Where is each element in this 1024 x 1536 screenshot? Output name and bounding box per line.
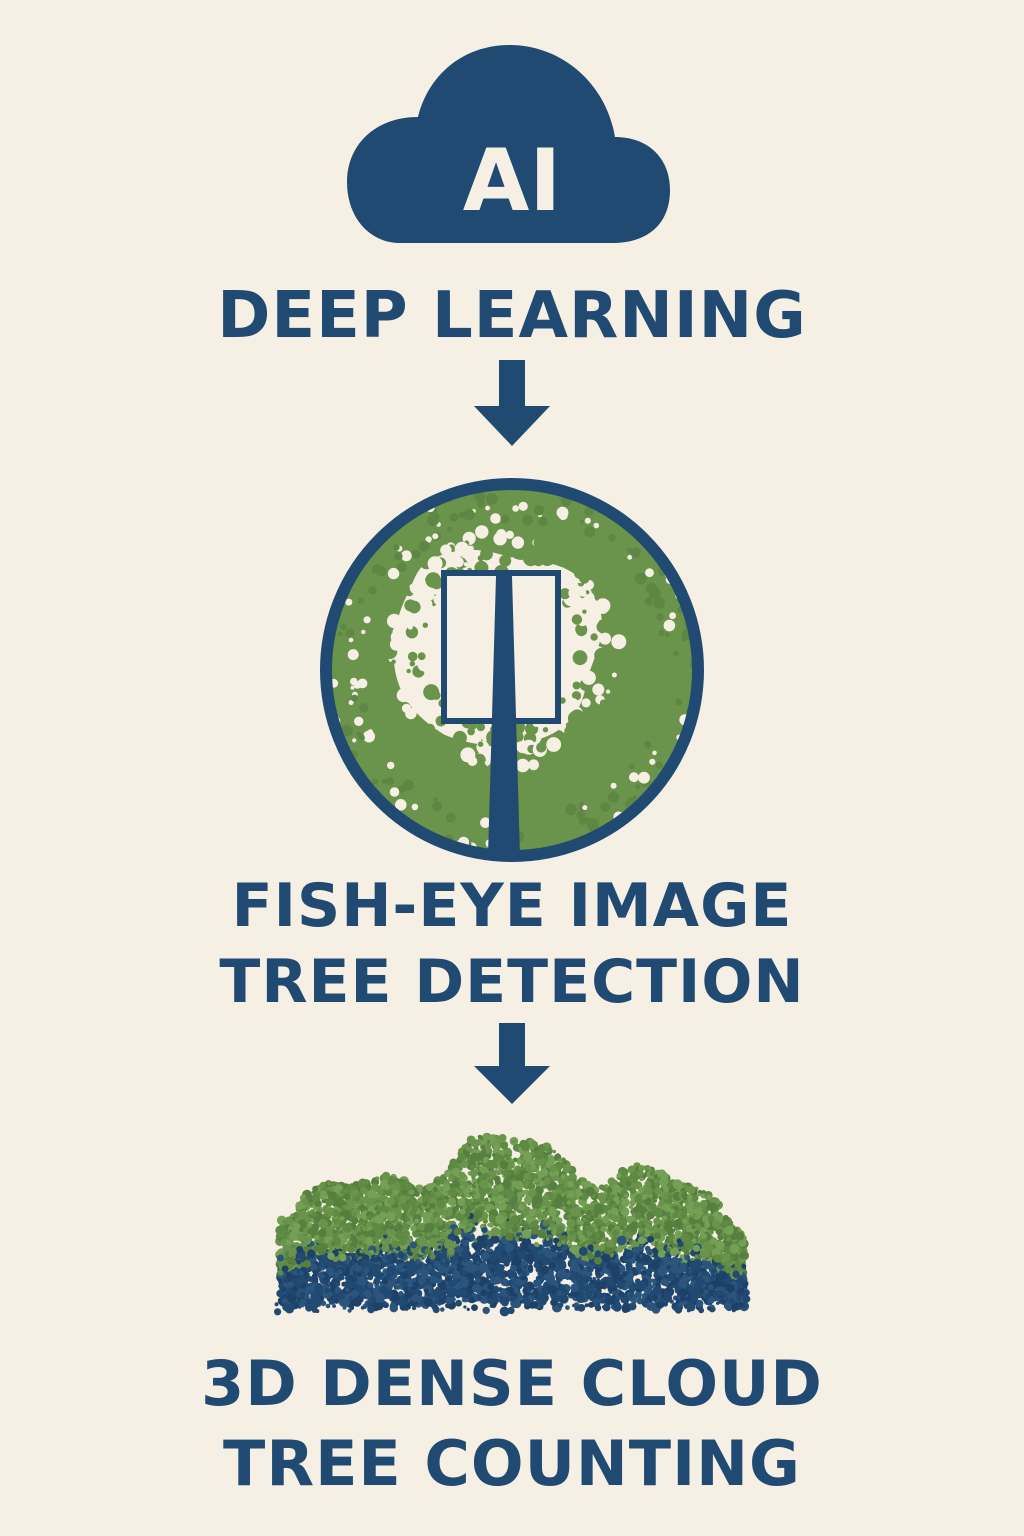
step-deep-learning-label: DEEP LEARNING: [0, 284, 1024, 348]
step-fisheye-detection-label: FISH-EYE IMAGE TREE DETECTION: [0, 876, 1024, 1028]
ai-badge-text: AI: [463, 131, 562, 231]
step-dense-cloud-counting-label: 3D DENSE CLOUD TREE COUNTING: [0, 1353, 1024, 1513]
step-label-line: TREE DETECTION: [219, 947, 805, 1017]
step-label-line: FISH-EYE IMAGE: [231, 871, 793, 941]
arrow-down-icon: [474, 360, 550, 446]
point-cloud-trees-icon: [274, 1132, 751, 1317]
step-label-line: TREE COUNTING: [223, 1427, 801, 1500]
arrow-down-icon: [474, 1023, 550, 1104]
step-label-line: DEEP LEARNING: [217, 279, 807, 353]
fisheye-tree-detection-icon: [320, 478, 704, 862]
cloud-icon: AI: [347, 45, 670, 243]
step-label-line: 3D DENSE CLOUD: [201, 1347, 823, 1420]
